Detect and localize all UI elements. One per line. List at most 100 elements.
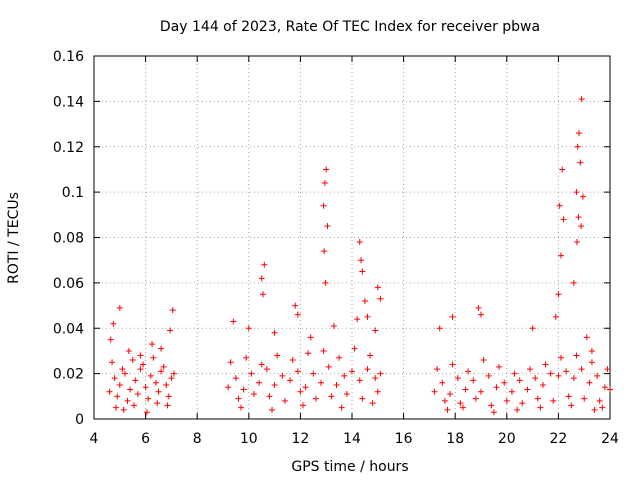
data-point — [230, 318, 237, 325]
data-point — [320, 202, 327, 209]
data-point — [312, 395, 319, 402]
data-point — [594, 372, 601, 379]
y-axis-label: ROTI / TECUs — [6, 192, 22, 284]
data-point — [140, 361, 147, 368]
data-point — [550, 397, 557, 404]
data-point — [555, 372, 562, 379]
data-point — [143, 409, 150, 416]
x-tick-labels: 4 6 8 10 12 14 16 18 20 22 24 — [90, 431, 619, 447]
data-point — [274, 352, 281, 359]
data-point — [158, 368, 165, 375]
data-point — [137, 352, 144, 359]
data-point — [508, 388, 515, 395]
x-tick-label: 4 — [90, 431, 99, 447]
data-point — [358, 257, 365, 264]
data-point — [570, 375, 577, 382]
data-point — [496, 363, 503, 370]
data-point — [114, 393, 121, 400]
data-point — [134, 391, 141, 398]
data-point — [560, 216, 567, 223]
data-point — [578, 96, 585, 103]
x-tick-label: 22 — [549, 431, 567, 447]
data-point — [132, 377, 139, 384]
data-point — [167, 327, 174, 334]
data-point — [575, 214, 582, 221]
data-point — [356, 377, 363, 384]
data-point — [588, 359, 595, 366]
data-point — [271, 381, 278, 388]
data-point — [341, 372, 348, 379]
y-tick-label: 0.12 — [53, 140, 84, 156]
data-point — [588, 347, 595, 354]
data-point — [439, 379, 446, 386]
data-point — [321, 248, 328, 255]
data-point — [112, 404, 119, 411]
data-point — [109, 359, 116, 366]
data-point — [485, 372, 492, 379]
data-point — [532, 375, 539, 382]
data-point — [449, 313, 456, 320]
x-tick-label: 14 — [343, 431, 361, 447]
data-point — [354, 316, 361, 323]
data-point — [607, 386, 613, 393]
data-point — [116, 304, 123, 311]
data-point — [110, 320, 117, 327]
x-tick-label: 12 — [291, 431, 309, 447]
x-tick-label: 6 — [141, 431, 150, 447]
y-tick-label: 0 — [75, 412, 84, 428]
data-point — [534, 395, 541, 402]
data-point — [328, 393, 335, 400]
x-tick-label: 8 — [193, 431, 202, 447]
data-point — [516, 377, 523, 384]
chart-title: Day 144 of 2023, Rate Of TEC Index for r… — [160, 19, 540, 35]
data-point — [514, 406, 521, 413]
data-point — [472, 395, 479, 402]
x-tick-label: 18 — [446, 431, 464, 447]
data-point — [129, 357, 136, 364]
data-point — [147, 372, 154, 379]
data-point — [169, 307, 176, 314]
data-point — [302, 384, 309, 391]
data-point — [238, 404, 245, 411]
data-point — [111, 375, 118, 382]
data-point — [480, 357, 487, 364]
data-point — [555, 291, 562, 298]
data-point — [578, 366, 585, 373]
data-point — [449, 361, 456, 368]
data-point — [263, 366, 270, 373]
data-point — [359, 268, 366, 275]
data-point — [447, 391, 454, 398]
data-point — [374, 388, 381, 395]
data-point — [259, 291, 266, 298]
data-point — [377, 295, 384, 302]
data-point — [459, 404, 466, 411]
data-point — [271, 329, 278, 336]
data-point — [125, 347, 132, 354]
data-point — [539, 381, 546, 388]
y-tick-label: 0.14 — [53, 94, 84, 110]
data-point — [330, 322, 337, 329]
x-tick-label: 20 — [498, 431, 516, 447]
data-point — [557, 252, 564, 259]
y-tick-label: 0.02 — [53, 367, 84, 383]
data-point — [557, 354, 564, 361]
data-point — [364, 313, 371, 320]
data-point — [596, 397, 603, 404]
data-point — [488, 402, 495, 409]
data-point — [478, 311, 484, 318]
data-point — [542, 361, 549, 368]
data-point — [149, 341, 156, 348]
data-point — [116, 381, 123, 388]
data-point — [121, 370, 128, 377]
data-point — [524, 386, 531, 393]
data-point — [305, 350, 312, 357]
data-point — [501, 379, 508, 386]
data-point — [493, 384, 500, 391]
data-point — [361, 298, 368, 305]
data-point — [559, 166, 566, 173]
data-point — [552, 313, 559, 320]
data-point — [294, 311, 301, 318]
data-point — [431, 388, 438, 395]
data-point — [137, 366, 144, 373]
